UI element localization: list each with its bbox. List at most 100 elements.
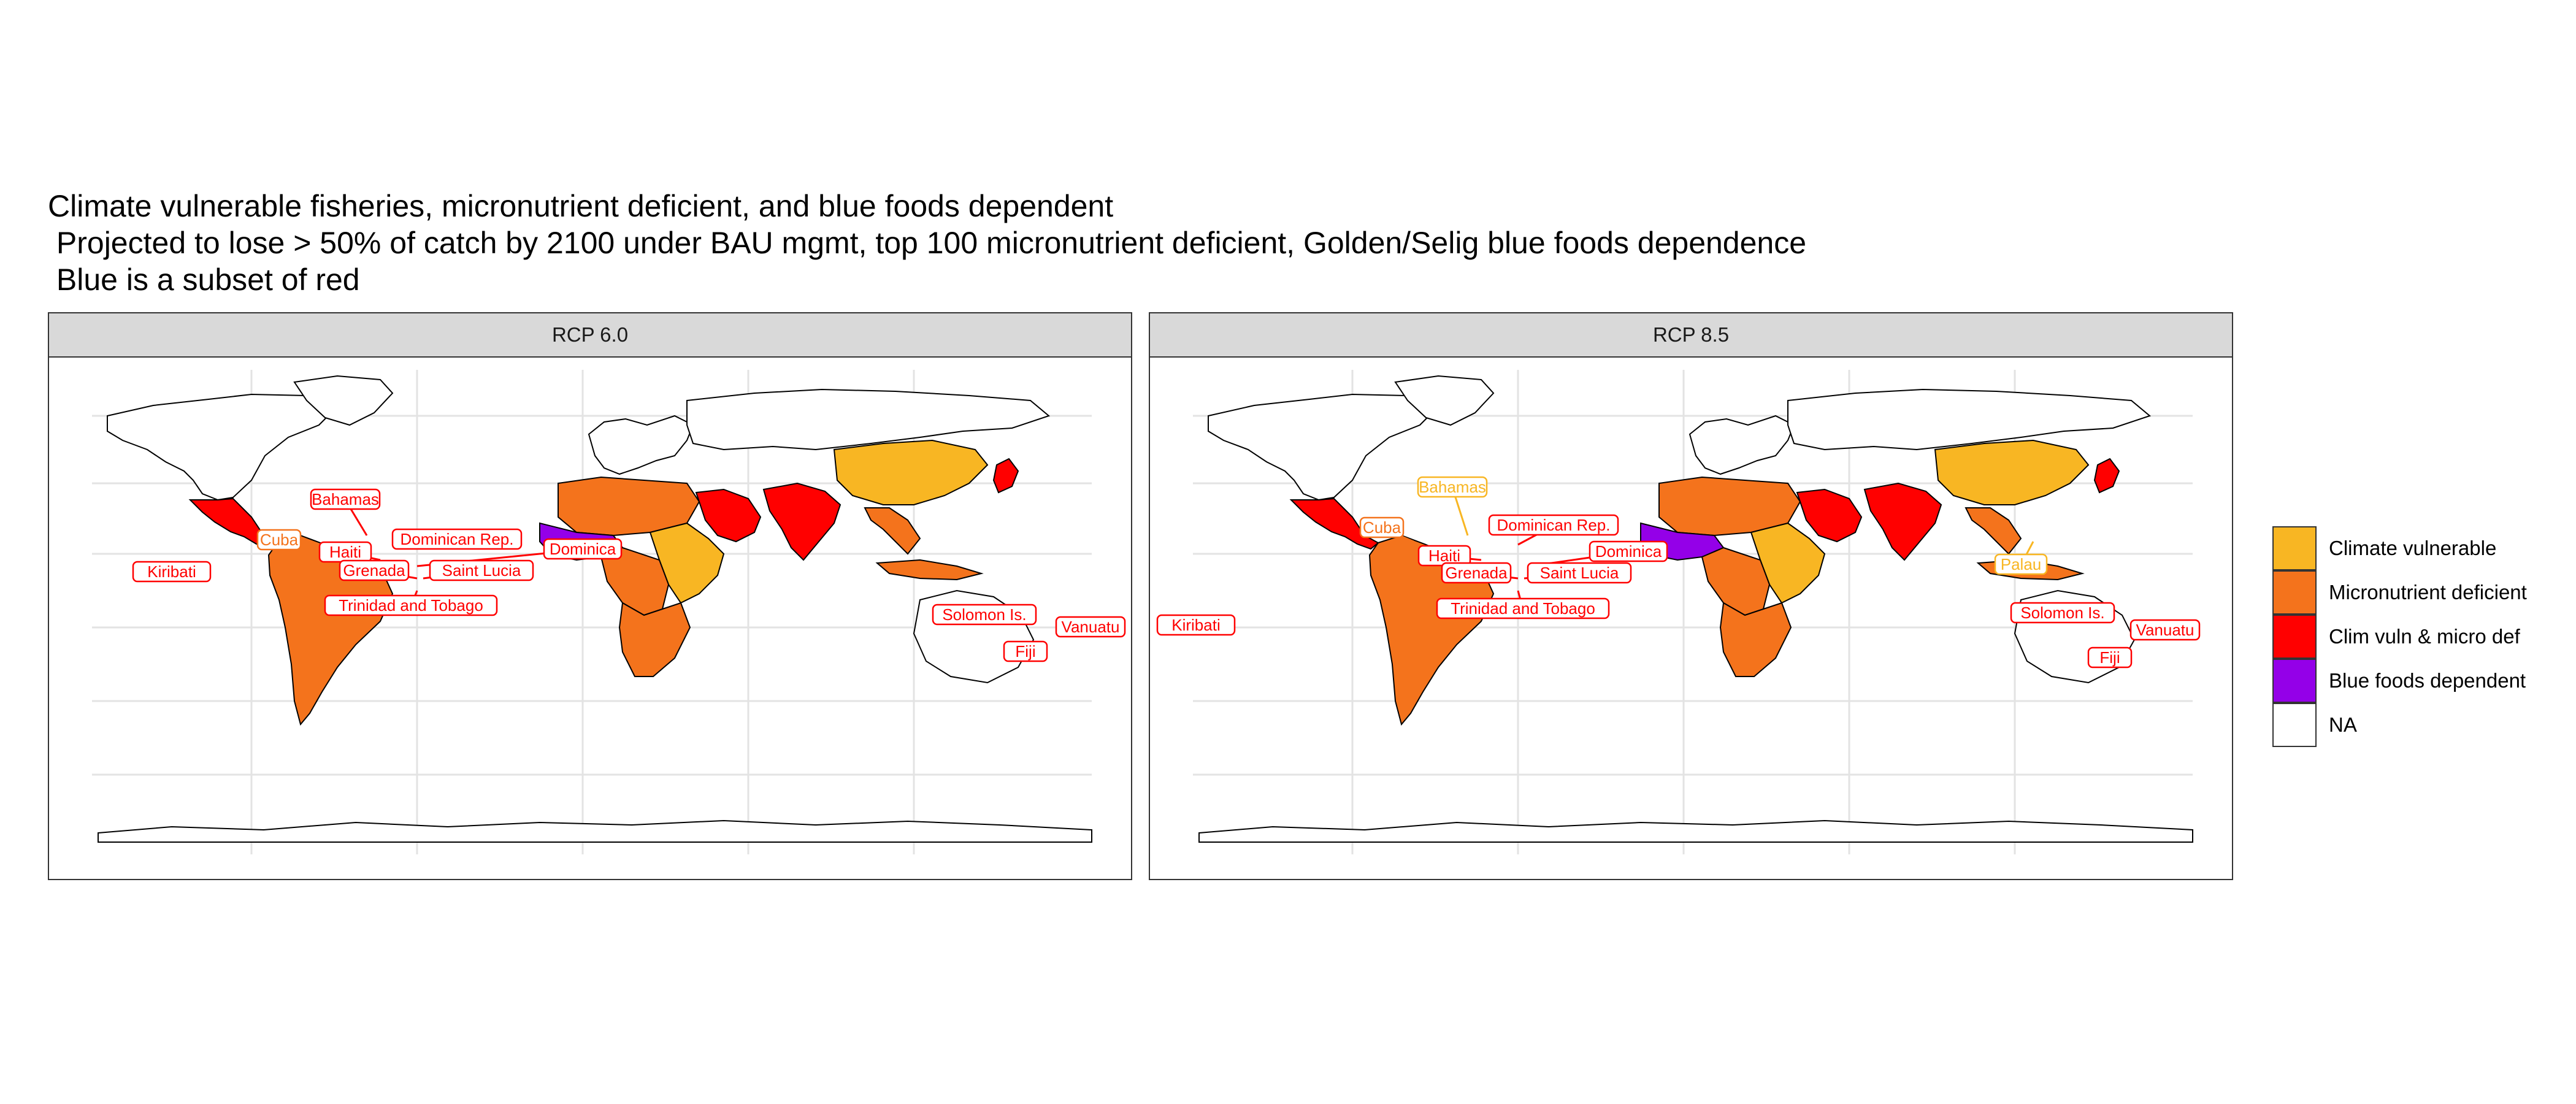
label-box [1055, 616, 1126, 638]
label-box [339, 559, 410, 581]
country-label-solomon-is-: Solomon Is. [932, 604, 1037, 626]
country-polygons [98, 375, 1092, 843]
label-text: Palau [2001, 555, 2042, 573]
country-labels: Bahamas Cuba Dominican Rep. Haiti Dominica Gr… [1156, 476, 2201, 669]
country-label-kiribati: Kiribati [132, 561, 212, 583]
label-box [391, 528, 523, 550]
label-box [932, 604, 1037, 626]
label-text: Haiti [1428, 546, 1460, 565]
legend-swatch [2272, 570, 2317, 615]
label-text: Solomon Is. [2020, 604, 2104, 622]
legend-swatch [2272, 615, 2317, 659]
label-text: Dominican Rep. [1497, 516, 1611, 534]
country-label-dominica: Dominica [416, 538, 623, 567]
label-text: Kiribati [147, 562, 196, 581]
label-text: Vanuatu [1062, 618, 1120, 636]
country-label-fiji: Fiji [1003, 640, 1048, 662]
region-southeast-asia [1965, 507, 2022, 555]
label-box [2087, 646, 2133, 669]
label-box [429, 559, 534, 581]
legend-swatch [2272, 659, 2317, 703]
label-text: Saint Lucia [1540, 564, 1619, 582]
label-text: Vanuatu [2136, 621, 2195, 639]
label-box [1156, 614, 1236, 636]
label-text: Cuba [260, 531, 299, 549]
label-text: Cuba [1363, 518, 1401, 537]
country-label-cuba: Cuba [1359, 516, 1414, 543]
label-box [1488, 514, 1619, 536]
title-line-2: Projected to lose > 50% of catch by 2100… [48, 226, 1807, 260]
country-label-saint-lucia: Saint Lucia [1524, 562, 1632, 584]
region-indonesia [875, 559, 984, 581]
label-text: Saint Lucia [442, 561, 521, 580]
region-antarctica [1198, 819, 2193, 843]
panel-strip-title: RCP 8.5 [1149, 312, 2233, 358]
region-india [1863, 482, 1942, 561]
label-text: Fiji [1015, 642, 1035, 661]
legend-label: Climate vulnerable [2329, 537, 2497, 559]
region-north-america [1208, 393, 1439, 501]
chart-title: Climate vulnerable fisheries, micronutri… [48, 188, 1806, 298]
legend-label: NA [2329, 713, 2357, 736]
region-japan [2093, 458, 2120, 494]
country-label-grenada: Grenada [339, 559, 418, 581]
region-southeast-asia [864, 507, 921, 555]
legend-item-clim-vuln-micro-def: Clim vuln & micro def [2272, 615, 2567, 659]
legend-swatch [2272, 703, 2317, 747]
legend-label: Blue foods dependent [2329, 669, 2526, 692]
legend: Climate vulnerable Micronutrient deficie… [2272, 526, 2567, 747]
legend-item-micronutrient-deficient: Micronutrient deficient [2272, 570, 2567, 615]
label-text: Dominican Rep. [401, 530, 514, 548]
country-label-vanuatu: Vanuatu [2129, 619, 2201, 641]
legend-item-climate-vulnerable: Climate vulnerable [2272, 526, 2567, 570]
title-line-3: Blue is a subset of red [48, 263, 360, 297]
map-area: Bahamas Cuba Dominican Rep. Haiti Dominica Gr… [1149, 356, 2233, 880]
label-text: Trinidad and Tobago [1451, 599, 1595, 618]
country-label-haiti: Haiti [318, 541, 381, 563]
country-label-dominica: Dominica [1530, 540, 1668, 567]
map-panel-rcp85: RCP 8.5 Bahamas Cuba Dominican Rep. Haiti Do… [1149, 312, 2233, 880]
region-russia [686, 388, 1051, 451]
title-line-1: Climate vulnerable fisheries, micronutri… [48, 189, 1114, 223]
region-mexico-central-america [1289, 497, 1379, 550]
label-box [132, 561, 212, 583]
label-text: Kiribati [1171, 616, 1220, 634]
region-india [762, 482, 841, 561]
map-area: Bahamas Dominican Rep. Cuba Haiti Dominica Ki… [48, 356, 1132, 880]
world-map: Bahamas Cuba Dominican Rep. Haiti Dominica Gr… [1156, 370, 2201, 854]
label-text: Trinidad and Tobago [339, 596, 483, 615]
label-box [1994, 553, 2048, 575]
label-box [543, 538, 623, 560]
label-box [324, 594, 498, 616]
region-europe [1689, 415, 1795, 475]
legend-swatch [2272, 526, 2317, 570]
label-text: Grenada [1445, 564, 1508, 582]
label-box [1527, 562, 1632, 584]
legend-label: Micronutrient deficient [2329, 581, 2527, 604]
region-arabian-peninsula [695, 488, 762, 543]
region-arabian-peninsula [1796, 488, 1863, 543]
country-label-trinidad-and-tobago: Trinidad and Tobago [1436, 590, 1610, 619]
country-label-palau: Palau [1994, 541, 2048, 575]
label-text: Dominica [1595, 542, 1662, 561]
legend-item-na: NA [2272, 703, 2567, 747]
country-label-cuba: Cuba [256, 529, 313, 551]
region-north-america [107, 393, 339, 501]
legend-item-blue-foods-dependent: Blue foods dependent [2272, 659, 2567, 703]
label-box [2129, 619, 2201, 641]
label-text: Grenada [343, 561, 405, 580]
label-box [310, 488, 381, 510]
country-labels: Bahamas Dominican Rep. Cuba Haiti Dominica Ki… [132, 488, 1126, 662]
country-label-kiribati: Kiribati [1156, 614, 1236, 636]
label-text: Bahamas [312, 490, 379, 508]
region-southern-africa [1719, 602, 1792, 677]
region-greenland [1394, 375, 1495, 426]
region-russia [1787, 388, 2152, 451]
panel-strip-title: RCP 6.0 [48, 312, 1132, 358]
region-greenland [293, 375, 394, 426]
country-label-dominican-rep-: Dominican Rep. [1488, 514, 1619, 546]
country-label-bahamas: Bahamas [310, 488, 381, 536]
region-europe [588, 415, 694, 475]
region-japan [992, 458, 1019, 494]
region-southern-africa [618, 602, 691, 677]
